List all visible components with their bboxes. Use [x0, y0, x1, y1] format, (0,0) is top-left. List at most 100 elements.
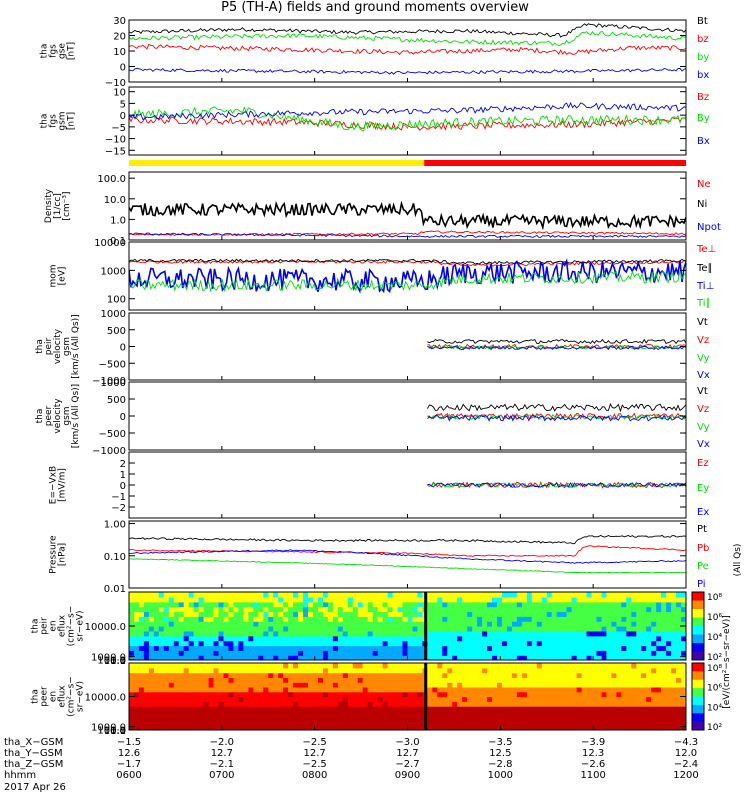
series-label-ez: Ez [697, 458, 709, 469]
series-label-ne: Ne [697, 179, 711, 190]
colorbar-segment [692, 721, 704, 731]
y-tick-label: 0 [120, 111, 126, 122]
axis-value: −3.9 [581, 737, 605, 748]
y-tick-label: 0.1 [110, 656, 126, 667]
colorbar-segment [692, 634, 704, 644]
data-gap-marker [424, 663, 428, 730]
series-line-ni [129, 200, 686, 231]
series-label-vz: Vz [697, 404, 709, 415]
series-line-bz [129, 43, 686, 56]
axis-value: 12.7 [304, 748, 326, 759]
colorbar-tick-label: 10⁸ [707, 593, 722, 603]
y-tick-label: 100.0 [97, 174, 126, 185]
y-tick-label: 0.1 [110, 726, 126, 737]
y-tick-label: 10000.0 [85, 693, 126, 704]
panel-5: Vt Vz Vy Vx 1000 500 0 −500 −1000 tha peir velocity… [35, 309, 710, 387]
y-axis-label: (cm²−s− [67, 606, 77, 647]
series-line-te [129, 259, 686, 267]
axis-value: −3.0 [395, 737, 419, 748]
y-tick-label: 1000.0 [91, 723, 126, 734]
y-tick-label: 30 [113, 16, 126, 27]
panel-frame [128, 312, 687, 381]
y-axis-label: gsm [62, 406, 72, 425]
y-tick-label: 100.0 [97, 656, 126, 667]
axis-value: 0800 [302, 770, 327, 781]
panel-3: Ne Ni Npot 100.0 10.0 1.0 0.1 Density [1/cc] [cm⁻… [44, 171, 721, 247]
series-line-by [129, 30, 686, 46]
y-tick-label: −500 [99, 429, 126, 440]
region-bar-yellow [129, 160, 425, 166]
axis-value: 1100 [580, 770, 605, 781]
panel-frame [128, 451, 687, 519]
y-tick-label: 500 [107, 395, 126, 406]
axis-value: −1.5 [117, 737, 141, 748]
axis-value: −1.7 [117, 759, 141, 770]
axis-value: 12.0 [675, 748, 697, 759]
series-label-ni: Ni [697, 199, 707, 210]
colorbar-segment [692, 663, 704, 672]
series-label-te: Te⊥ [696, 244, 716, 255]
colorbar-frame [691, 662, 705, 731]
series-label-bx: Bx [697, 136, 710, 147]
y-axis-label: peir [40, 617, 50, 635]
series-label-pb: Pb [697, 543, 709, 554]
y-axis-label: [nPa] [58, 543, 68, 566]
axis-value: 12.6 [118, 748, 140, 759]
y-tick-label: 0.1 [110, 236, 126, 247]
colorbar-segment [692, 600, 704, 610]
series-label-vx: Vx [697, 439, 710, 450]
series-label-ti: Ti∥ [696, 298, 711, 309]
series-label-bx: bx [697, 70, 709, 81]
axis-row-label: tha_Y−GSM [4, 748, 63, 759]
y-axis-label: tha [35, 339, 45, 354]
series-label-pi: Pi [697, 579, 706, 590]
axis-value: 12.5 [489, 748, 511, 759]
y-axis-label: [km/s (All Qs)] [71, 384, 81, 448]
y-axis-label: tha [31, 689, 41, 704]
y-tick-label: 1000 [101, 378, 126, 389]
colorbar-segment [692, 704, 704, 714]
y-axis-label: [nT] [67, 42, 77, 60]
colorbar-frame [691, 591, 705, 661]
y-axis-label: gsm [62, 337, 72, 356]
series-label-te: Te∥ [696, 263, 713, 274]
y-axis-label: tha [40, 114, 50, 129]
y-axis-label: [km/s (All Qs)] [71, 314, 81, 378]
colorbar-tick-label: 10⁴ [707, 703, 722, 713]
panel-7: Ez Ey Ex 210−1−2 E=−VxB [mV/m] [49, 451, 709, 519]
series-label-bz: bz [697, 34, 709, 45]
series-label-pe: Pe [697, 561, 709, 572]
axis-row-label: tha_Z−GSM [4, 759, 63, 770]
y-axis-label: mom [49, 264, 59, 287]
panel-4: Te⊥ Te∥ Ti⊥ Ti∥ 10000 1000 100 mom [eV] [49, 238, 716, 311]
axis-value: −2.5 [303, 759, 327, 770]
y-tick-label: 100 [107, 295, 126, 306]
series-line-pi [129, 549, 686, 564]
y-axis-label: sr−eV) [76, 610, 86, 641]
colorbar-tick-label: 10⁴ [707, 633, 722, 643]
series-line-by [129, 106, 686, 132]
panel-8: Pt Pb Pe Pi 1.00 0.10 0.01 Pressure [nPa] [49, 520, 710, 595]
axis-value: 0600 [116, 770, 141, 781]
colorbar-segment [692, 671, 704, 681]
y-tick-label: 500 [107, 326, 126, 337]
y-tick-label: 0.10 [104, 552, 126, 563]
spectrogram-9 [129, 592, 686, 660]
y-tick-label: −10 [105, 135, 126, 146]
axis-row-label: hhmm [4, 770, 36, 781]
y-tick-label: 10.0 [104, 656, 126, 667]
axis-value: 12.3 [582, 748, 604, 759]
colorbar-tick-label: 10⁶ [707, 613, 722, 623]
series-line-ex [427, 481, 686, 489]
axis-value: −3.5 [488, 737, 512, 748]
y-axis-label: en [49, 620, 59, 631]
series-label-ey: Ey [697, 483, 709, 494]
y-axis-label: tha [31, 619, 41, 634]
y-axis-label: eflux [58, 685, 68, 708]
y-axis-label: [1/cc] [53, 193, 63, 219]
axis-value: −2.6 [581, 759, 605, 770]
series-label-by: By [697, 113, 710, 124]
y-tick-label: 2 [120, 459, 126, 470]
y-axis-label: [cm⁻³] [62, 191, 72, 220]
